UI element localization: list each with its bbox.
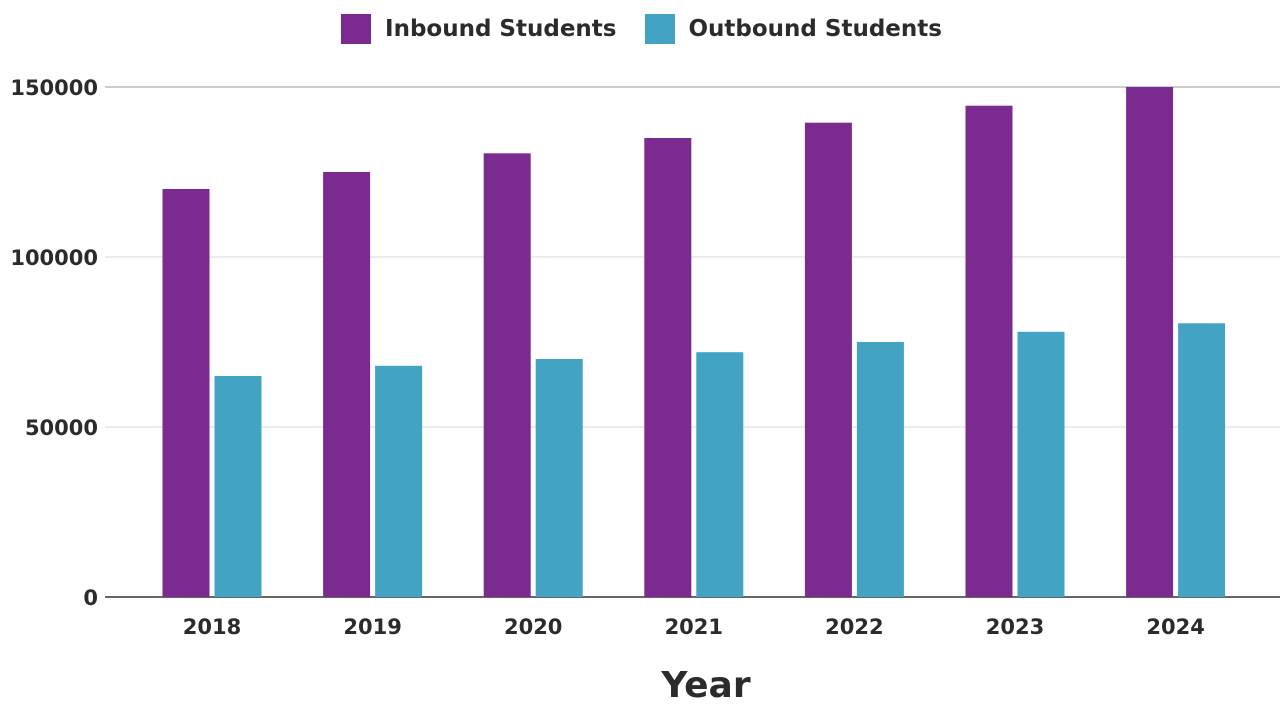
legend-item-inbound: Inbound Students <box>341 14 617 44</box>
y-tick-label: 0 <box>83 586 98 610</box>
bar-inbound-2024 <box>1126 87 1174 597</box>
bar-outbound-2021 <box>696 352 744 597</box>
legend-item-outbound: Outbound Students <box>644 14 942 44</box>
x-tick-label: 2023 <box>986 615 1044 639</box>
y-tick-label: 100000 <box>10 246 98 270</box>
bar-inbound-2018 <box>162 189 210 597</box>
bar-inbound-2021 <box>644 138 692 597</box>
gridlines <box>105 86 1280 598</box>
bar-outbound-2019 <box>375 365 423 597</box>
legend-swatch-inbound <box>341 14 372 44</box>
x-tick-label: 2022 <box>825 615 883 639</box>
legend-label-outbound: Outbound Students <box>688 16 942 42</box>
bar-outbound-2018 <box>214 376 262 597</box>
bar-outbound-2024 <box>1178 323 1226 597</box>
y-tick-label: 50000 <box>25 416 98 440</box>
x-tick-label: 2024 <box>1146 615 1204 639</box>
x-tick-label: 2018 <box>183 615 241 639</box>
bar-inbound-2020 <box>483 153 531 598</box>
bar-outbound-2023 <box>1017 331 1065 597</box>
legend: Inbound Students Outbound Students <box>0 14 1283 44</box>
x-tick-label: 2021 <box>665 615 723 639</box>
legend-swatch-outbound <box>644 14 675 44</box>
bar-inbound-2019 <box>323 172 371 597</box>
legend-label-inbound: Inbound Students <box>385 16 617 42</box>
bar-outbound-2022 <box>856 342 904 597</box>
bars <box>162 87 1226 598</box>
y-tick-label: 150000 <box>10 76 98 100</box>
x-axis-title: Year <box>660 665 750 700</box>
axes: 0 50000 100000 150000 2018 2019 2020 2021 2022 20… <box>10 76 1204 639</box>
x-tick-label: 2020 <box>504 615 562 639</box>
bar-inbound-2022 <box>804 122 852 597</box>
x-tick-label: 2019 <box>343 615 401 639</box>
bar-outbound-2020 <box>535 359 583 597</box>
bar-inbound-2023 <box>965 105 1013 597</box>
